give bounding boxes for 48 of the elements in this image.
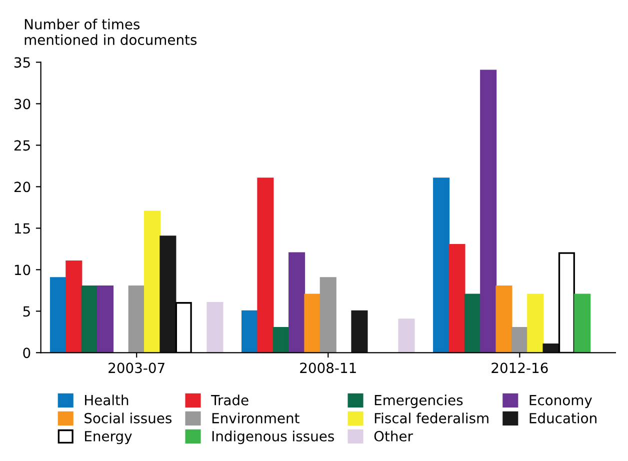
bar [527,294,544,353]
y-tick-label: 35 [14,57,30,68]
bar [96,285,114,353]
legend-label: Fiscal federalism [374,412,488,424]
y-tick-label: 25 [14,140,30,151]
y-tick-label: 30 [14,98,30,110]
bar [433,178,450,353]
bar [398,318,415,353]
bar [288,252,306,353]
y-tick-label: 15 [14,223,30,234]
bar [574,294,591,353]
bar [464,294,481,353]
x-tick-label: 2003-07 [108,362,164,374]
y-tick-label: 10 [14,264,30,276]
bar [320,277,336,353]
legend-label: Education [530,412,596,424]
legend-label: Emergencies [374,394,463,408]
legend-label: Energy [85,431,132,444]
legend-label: Other [374,430,413,442]
bar [160,236,176,353]
bar [448,244,466,353]
x-tick-label: 2012-16 [492,362,548,374]
bar [128,285,145,353]
bar [206,302,224,353]
bar [241,310,258,353]
y-axis-title: Number of times mentioned in documents [24,18,197,46]
bar [304,294,321,353]
legend-label: Environment [212,412,300,424]
bar [496,285,512,353]
y-tick-label: 5 [23,306,30,317]
bar [511,326,528,353]
legend-label: Indigenous issues [212,430,334,444]
legend-label: Economy [530,395,592,408]
legend-label: Social issues [84,412,172,424]
x-tick-label: 2008-11 [300,362,356,374]
bar [257,178,274,353]
bar [66,260,82,353]
bar [81,285,98,353]
bar [351,310,368,353]
bar [542,344,560,353]
bar [480,70,497,353]
legend-label: Health [85,394,128,406]
bar [144,210,161,353]
bar [50,277,67,353]
y-tick-label: 20 [14,182,30,192]
bar [272,326,290,353]
legend-label: Trade [211,394,248,406]
y-tick-label: 0 [23,348,30,358]
